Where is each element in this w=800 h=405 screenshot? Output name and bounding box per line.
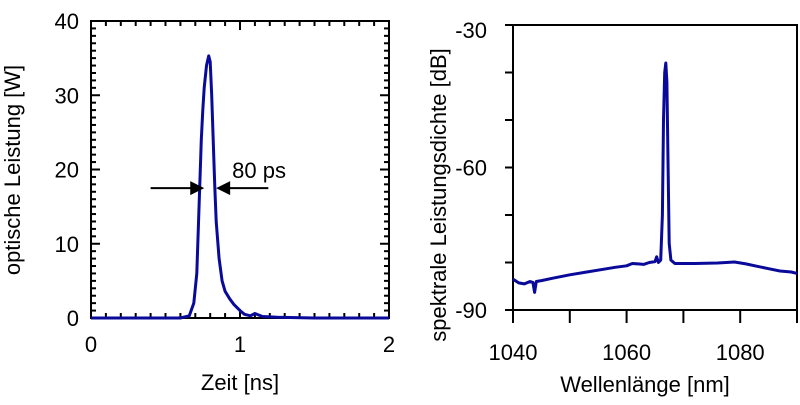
fwhm-left-arrowhead-icon xyxy=(190,181,205,196)
x-tick-label: 0 xyxy=(85,332,97,357)
y-tick-label: 20 xyxy=(55,158,79,183)
y-tick-label: -90 xyxy=(455,298,487,323)
y-tick-label: 10 xyxy=(55,232,79,257)
x-tick-label: 1060 xyxy=(602,340,651,365)
spectrum-plot: 1040 1060 1080 -30 -60 -90 Wellenlänge [nm] spe… xyxy=(426,18,798,397)
x-tick-label: 1080 xyxy=(716,340,765,365)
y-tick-label: -30 xyxy=(455,18,487,43)
x-tick-label: 1040 xyxy=(489,340,538,365)
y-tick-label: 30 xyxy=(55,83,79,108)
x-axis-label: Zeit [ns] xyxy=(201,370,279,395)
fwhm-right-arrowhead-icon xyxy=(216,181,231,196)
series-line-0 xyxy=(91,54,389,320)
plot-frame xyxy=(512,24,798,311)
y-tick-label: -60 xyxy=(455,156,487,181)
y-tick-label: 40 xyxy=(55,9,79,34)
x-axis-label: Wellenlänge [nm] xyxy=(560,372,730,397)
y-axis-label: optische Leistung [W] xyxy=(0,65,25,275)
y-axis-label: spektrale Leistungsdichte [dB] xyxy=(426,48,451,342)
x-tick-label: 1 xyxy=(234,332,246,357)
x-tick-label: 2 xyxy=(383,332,395,357)
series-line-0 xyxy=(512,61,798,294)
fwhm-annotation-label: 80 ps xyxy=(232,158,286,183)
y-tick-label: 0 xyxy=(67,306,79,331)
